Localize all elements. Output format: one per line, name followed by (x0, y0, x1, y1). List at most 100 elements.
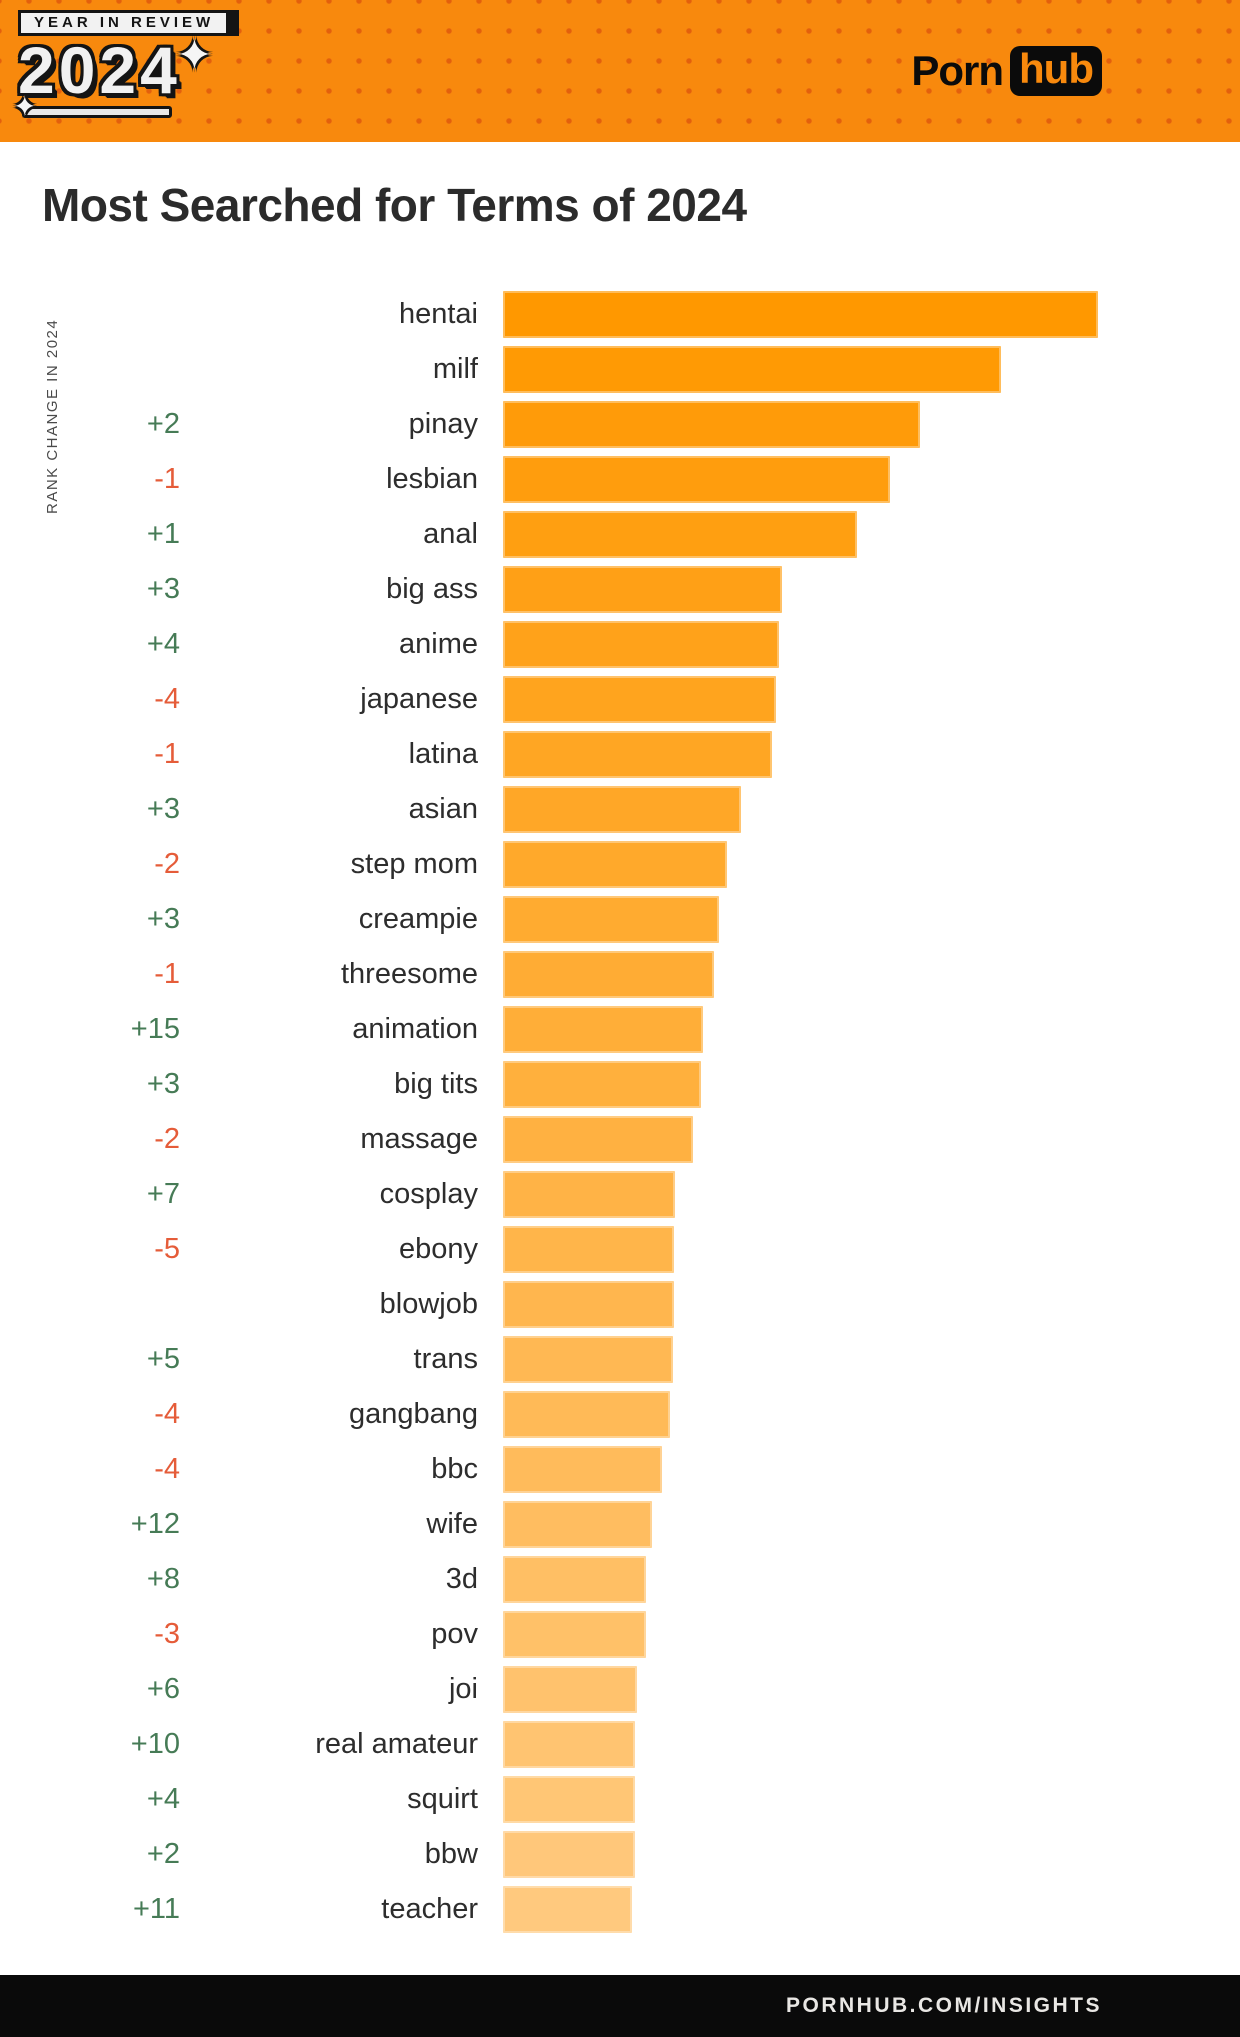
term-bar (503, 951, 714, 998)
rank-change-value: +3 (146, 573, 180, 605)
bar-track (503, 401, 1240, 448)
rank-change-value: +4 (146, 628, 180, 660)
pornhub-logo: Porn hub (911, 42, 1102, 100)
page-title: Most Searched for Terms of 2024 (42, 179, 747, 231)
term-label: gangbang (348, 1398, 478, 1430)
chart: RANK CHANGE IN 2024 hentai milf +2 pinay -1 l… (0, 287, 1240, 1937)
rank-change-value: +3 (146, 1068, 180, 1100)
sparkle-icon-small: ✦ (13, 90, 37, 122)
term-bar (503, 566, 782, 613)
rank-change-axis-label: RANK CHANGE IN 2024 (44, 318, 61, 514)
term-label: blowjob (379, 1288, 478, 1320)
chart-row: -2 massage (0, 1112, 1240, 1167)
term-bar (503, 1721, 635, 1768)
chart-row: +2 pinay (0, 397, 1240, 452)
bar-track (503, 1666, 1240, 1713)
term-bar (503, 841, 727, 888)
chart-row: +4 anime (0, 617, 1240, 672)
rank-change-value: +4 (146, 1783, 180, 1815)
term-label: big ass (386, 573, 478, 605)
footer-url: PORNHUB.COM/INSIGHTS (785, 1994, 1102, 2017)
bar-track (503, 841, 1240, 888)
term-bar (503, 676, 776, 723)
rank-change-value: +2 (146, 408, 180, 440)
term-label: threesome (340, 958, 478, 990)
bar-track (503, 346, 1240, 393)
term-bar (503, 1831, 635, 1878)
chart-row: +12 wife (0, 1497, 1240, 1552)
chart-row: -5 ebony (0, 1222, 1240, 1277)
term-label: big tits (394, 1068, 478, 1100)
rank-change-value: -1 (154, 463, 180, 495)
rank-change-value: -2 (154, 848, 180, 880)
bar-track (503, 896, 1240, 943)
badge-year: 2024 (18, 33, 181, 107)
bar-track (503, 1061, 1240, 1108)
term-label: anal (423, 518, 478, 550)
term-label: teacher (381, 1893, 478, 1925)
term-bar (503, 1776, 635, 1823)
bar-track (503, 1831, 1240, 1878)
term-bar (503, 401, 920, 448)
term-bar (503, 896, 719, 943)
term-bar (503, 1446, 662, 1493)
rank-change-value: +15 (130, 1013, 180, 1045)
chart-row: +15 animation (0, 1002, 1240, 1057)
year-in-review-badge: YEAR IN REVIEW 2024 ✦ ✦ (13, 10, 258, 120)
term-label: bbc (431, 1453, 478, 1485)
term-label: trans (413, 1343, 478, 1375)
rank-change-value: +11 (132, 1893, 180, 1925)
bar-track (503, 676, 1240, 723)
logo-hub-badge: hub (1010, 46, 1102, 96)
bar-track (503, 1886, 1240, 1933)
bar-track (503, 1446, 1240, 1493)
term-label: real amateur (315, 1728, 478, 1760)
bar-track (503, 1391, 1240, 1438)
term-label: bbw (424, 1838, 478, 1870)
chart-row: -1 lesbian (0, 452, 1240, 507)
badge-underline: ✦ (13, 92, 172, 120)
badge-box: YEAR IN REVIEW (18, 10, 230, 36)
term-label: pinay (408, 408, 478, 440)
term-bar (503, 1391, 670, 1438)
chart-row: +2 bbw (0, 1827, 1240, 1882)
chart-row: +8 3d (0, 1552, 1240, 1607)
term-bar (503, 346, 1001, 393)
chart-row: +3 big ass (0, 562, 1240, 617)
chart-row: +6 joi (0, 1662, 1240, 1717)
term-bar (503, 1281, 674, 1328)
footer: PORNHUB.COM/INSIGHTS (0, 1975, 1240, 2037)
rank-change-value: +3 (146, 903, 180, 935)
chart-row: -4 gangbang (0, 1387, 1240, 1442)
term-bar (503, 1006, 703, 1053)
chart-row: +5 trans (0, 1332, 1240, 1387)
rank-change-value: +8 (146, 1563, 180, 1595)
rank-change-value: -4 (154, 1398, 180, 1430)
bar-track (503, 1116, 1240, 1163)
term-label: ebony (398, 1233, 478, 1265)
rank-change-value: +12 (130, 1508, 180, 1540)
term-bar (503, 1501, 652, 1548)
term-bar (503, 1336, 673, 1383)
bar-track (503, 1721, 1240, 1768)
chart-row: hentai (0, 287, 1240, 342)
term-label: asian (408, 793, 478, 825)
bar-track (503, 456, 1240, 503)
term-bar (503, 786, 741, 833)
term-bar (503, 1611, 646, 1658)
chart-row: +4 squirt (0, 1772, 1240, 1827)
rank-change-value: +7 (146, 1178, 180, 1210)
bar-track (503, 566, 1240, 613)
rank-change-value: +1 (146, 518, 180, 550)
term-bar (503, 1666, 637, 1713)
sparkle-icon-large: ✦ (176, 31, 213, 80)
rank-change-value: +6 (146, 1673, 180, 1705)
bar-track (503, 1226, 1240, 1273)
term-bar (503, 1171, 675, 1218)
rank-change-value: +3 (146, 793, 180, 825)
bar-track (503, 1281, 1240, 1328)
logo-porn-text: Porn (911, 47, 1004, 94)
term-label: massage (360, 1123, 478, 1155)
term-label: hentai (398, 298, 478, 330)
chart-row: -4 bbc (0, 1442, 1240, 1497)
